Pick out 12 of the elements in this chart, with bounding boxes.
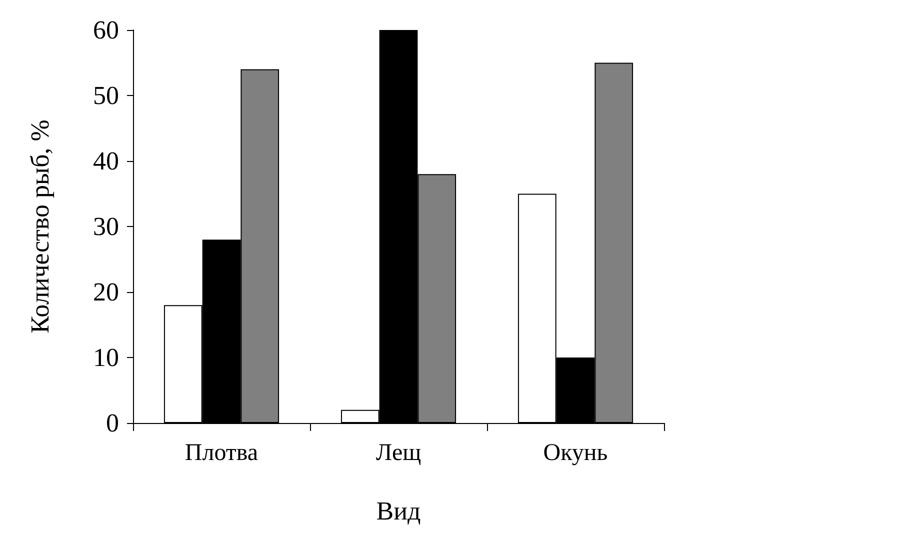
y-axis-title: Количество рыб, % <box>26 120 54 334</box>
x-tick-label: Плотва <box>184 440 258 466</box>
x-tick-label: Лещ <box>376 440 422 466</box>
y-tick-label: 40 <box>93 146 119 176</box>
x-tick-label: Окунь <box>543 440 608 466</box>
y-tick-label: 10 <box>93 343 119 372</box>
y-tick-label: 20 <box>93 278 119 306</box>
x-axis-title: Вид <box>376 496 421 526</box>
y-tick-label: 30 <box>93 212 119 241</box>
y-tick-label: 0 <box>106 408 119 438</box>
y-tick-label: 50 <box>93 81 119 110</box>
y-tick-label: 60 <box>93 16 119 44</box>
